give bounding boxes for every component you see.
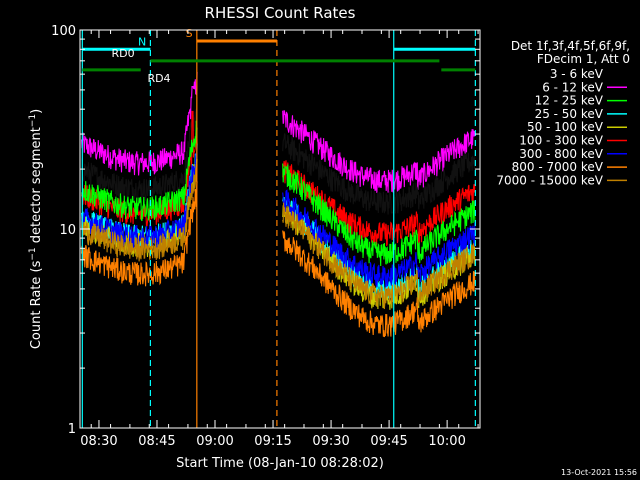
legend-title-line-1: Det 1f,3f,4f,5f,6f,9f, — [511, 39, 630, 53]
annotation-label-n: N — [138, 35, 146, 48]
legend-entry-label: 100 - 300 keV — [519, 134, 603, 148]
x-tick-label: 09:30 — [312, 434, 349, 449]
legend-title-line-2: FDecim 1, Att 0 — [537, 52, 630, 66]
timestamp-label: 13-Oct-2021 15:56 — [561, 468, 637, 477]
legend-entry-label: 50 - 100 keV — [527, 120, 604, 134]
y-tick-label: 100 — [51, 24, 76, 39]
x-tick-label: 10:00 — [428, 434, 465, 449]
legend-entry-label: 12 - 25 keV — [535, 94, 604, 108]
x-tick-label: 09:00 — [196, 434, 233, 449]
legend-entry-label: 7000 - 15000 keV — [496, 173, 603, 187]
annotation-label-rd0: RD0 — [112, 47, 135, 60]
rhessi-count-rate-chart: RHESSI Count Rates N S RD0 RD4 1 10 100 08:30 0… — [0, 0, 640, 480]
legend-entry-label: 6 - 12 keV — [542, 80, 604, 94]
annotation-label-s: S — [186, 27, 193, 40]
legend-entry-label: 3 - 6 keV — [550, 67, 604, 81]
x-axis-label: Start Time (08-Jan-10 08:28:02) — [176, 456, 384, 471]
x-tick-label: 09:45 — [370, 434, 407, 449]
y-axis-label: Count Rate (s−1 detector segment−1) — [28, 109, 44, 349]
chart-title: RHESSI Count Rates — [205, 4, 356, 22]
x-tick-label: 08:45 — [138, 434, 175, 449]
legend-entry-label: 25 - 50 keV — [535, 107, 604, 121]
legend-entry-label: 800 - 7000 keV — [512, 160, 604, 174]
x-tick-label: 08:30 — [80, 434, 117, 449]
x-tick-label: 09:15 — [254, 434, 291, 449]
y-tick-label: 1 — [68, 422, 76, 437]
annotation-label-rd4: RD4 — [147, 72, 170, 85]
y-tick-label: 10 — [59, 223, 76, 238]
legend-entry-label: 300 - 800 keV — [519, 147, 603, 161]
